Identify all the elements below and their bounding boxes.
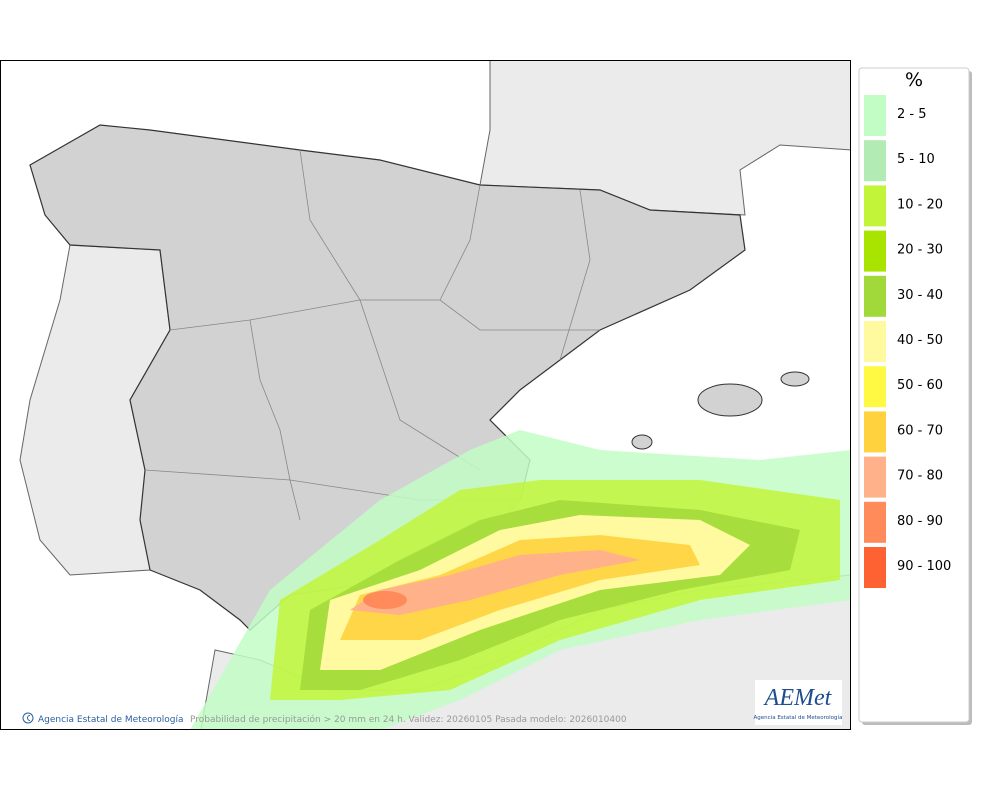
menorca — [780, 371, 810, 387]
legend-swatch — [864, 456, 886, 498]
agency-credit: Agencia Estatal de Meteorología — [38, 715, 184, 725]
legend-label: 50 - 60 — [897, 378, 943, 393]
legend-swatch — [864, 275, 886, 317]
mallorca — [697, 383, 763, 417]
logo-name: AEMet — [763, 685, 833, 711]
legend-label: 5 - 10 — [897, 152, 935, 167]
legend-items: 2 - 5 5 - 10 10 - 20 20 - 30 30 - 40 40 - 50 5… — [864, 95, 951, 588]
legend-swatch — [864, 366, 886, 408]
legend-label: 10 - 20 — [897, 197, 943, 212]
legend-swatch — [864, 501, 886, 543]
map-caption: Probabilidad de precipitación > 20 mm en… — [190, 714, 627, 725]
map: AEMet Agencia Estatal de Meteorología Ag… — [1, 61, 850, 729]
legend-label: 2 - 5 — [897, 107, 927, 122]
legend-swatch — [864, 185, 886, 227]
france — [479, 61, 850, 216]
legend-label: 80 - 90 — [897, 514, 943, 529]
legend-label: 40 - 50 — [897, 333, 943, 348]
legend-label: 20 - 30 — [897, 243, 943, 258]
copyright-c — [27, 715, 31, 721]
legend-swatch — [864, 230, 886, 272]
legend-swatch — [864, 321, 886, 362]
copyright-icon — [22, 712, 34, 724]
legend-title: % — [905, 69, 923, 91]
legend-swatch — [864, 411, 886, 453]
legend-label: 60 - 70 — [897, 423, 943, 438]
precipitation — [190, 430, 850, 729]
ibiza — [631, 434, 653, 450]
legend-swatch — [864, 140, 886, 182]
legend-label: 90 - 100 — [897, 559, 951, 574]
map-frame — [0, 60, 851, 730]
legend-label: 30 - 40 — [897, 288, 943, 303]
legend-swatch — [864, 547, 886, 588]
legend-box — [858, 67, 970, 723]
legend-swatch — [864, 95, 886, 136]
logo-subtitle: Agencia Estatal de Meteorología — [754, 714, 843, 721]
logo-box — [755, 680, 842, 725]
legend-label: 70 - 80 — [897, 469, 943, 484]
